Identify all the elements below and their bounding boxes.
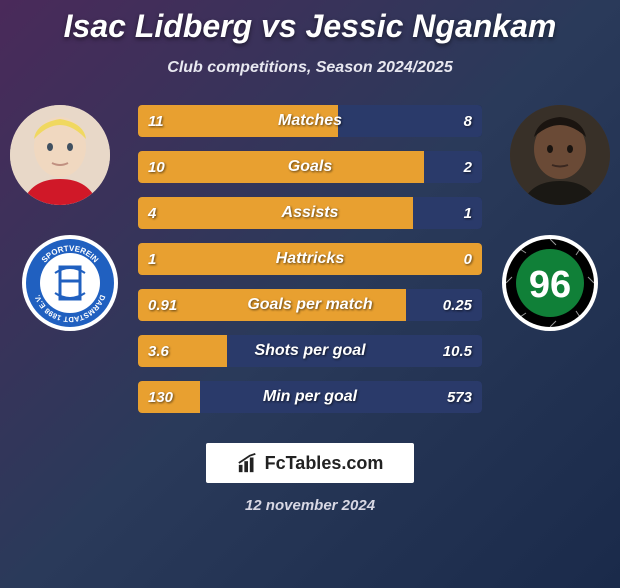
stat-row: 0.910.25Goals per match bbox=[138, 289, 482, 321]
stat-label: Matches bbox=[138, 105, 482, 137]
comparison-panel: SPORTVEREIN DARMSTADT 1898 E.V. 96 118Ma… bbox=[0, 105, 620, 425]
svg-text:96: 96 bbox=[529, 264, 571, 306]
stat-row: 102Goals bbox=[138, 151, 482, 183]
logo-text: FcTables.com bbox=[265, 453, 384, 474]
stat-row: 130573Min per goal bbox=[138, 381, 482, 413]
stat-row: 41Assists bbox=[138, 197, 482, 229]
stat-bars: 118Matches 102Goals 41Assists 10Hattricks 0.… bbox=[138, 105, 482, 427]
page-title: Isac Lidberg vs Jessic Ngankam bbox=[0, 8, 620, 45]
stat-label: Hattricks bbox=[138, 243, 482, 275]
club-left-badge: SPORTVEREIN DARMSTADT 1898 E.V. bbox=[20, 233, 120, 333]
stat-label: Goals bbox=[138, 151, 482, 183]
stat-label: Min per goal bbox=[138, 381, 482, 413]
stat-row: 10Hattricks bbox=[138, 243, 482, 275]
fctables-logo: FcTables.com bbox=[206, 443, 414, 483]
stat-row: 118Matches bbox=[138, 105, 482, 137]
player-right-avatar bbox=[510, 105, 610, 205]
player-left-avatar bbox=[10, 105, 110, 205]
stat-label: Shots per goal bbox=[138, 335, 482, 367]
stat-row: 3.610.5Shots per goal bbox=[138, 335, 482, 367]
date-label: 12 november 2024 bbox=[0, 497, 620, 514]
subtitle: Club competitions, Season 2024/2025 bbox=[0, 59, 620, 77]
club-right-badge: 96 bbox=[500, 233, 600, 333]
stat-label: Assists bbox=[138, 197, 482, 229]
stat-label: Goals per match bbox=[138, 289, 482, 321]
